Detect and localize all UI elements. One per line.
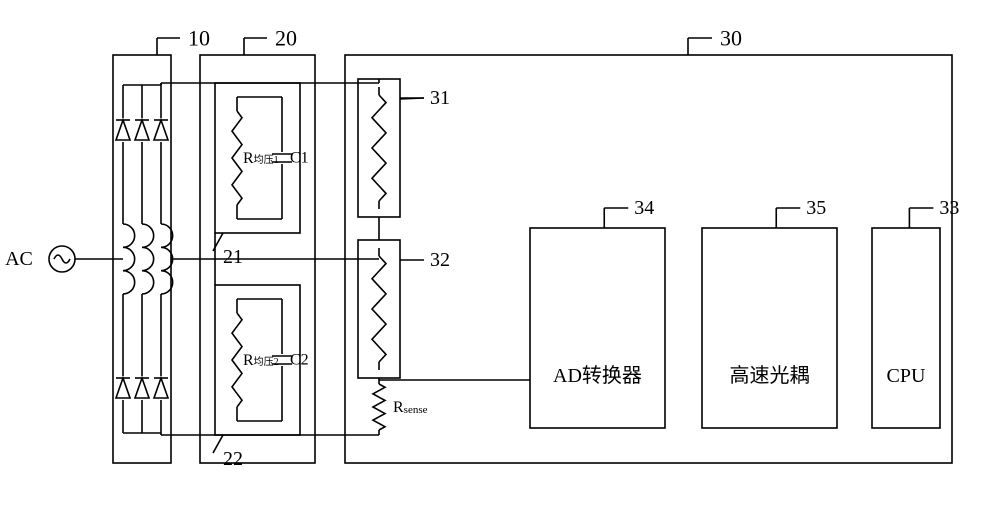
cpu-block-label: CPU (887, 365, 926, 387)
cap-unit-1-c-label: C1 (290, 150, 309, 167)
rsense-label: Rsense (393, 399, 428, 416)
rectifier-bridge (75, 83, 173, 433)
rectifier-block-id: 10 (188, 26, 210, 51)
cap-unit-2-id: 22 (223, 448, 243, 470)
cap-unit-1-r-label: R均压1 (243, 150, 279, 167)
ac-label: AC (5, 248, 33, 270)
ac-source: AC (5, 246, 75, 272)
cap-unit-2-r-label: R均压2 (243, 352, 279, 369)
cpu-block: CPU 33 (872, 197, 959, 428)
optocoupler-block-id: 35 (806, 197, 826, 219)
cap-unit-1: R均压1 C1 21 (213, 83, 309, 268)
divider-2-id: 32 (430, 249, 450, 271)
ad-converter-block-id: 34 (634, 197, 654, 219)
capacitor-bank-block-id: 20 (275, 26, 297, 51)
ad-converter-block-label: AD转换器 (553, 364, 642, 387)
optocoupler-block: 高速光耦 35 (702, 197, 837, 428)
cpu-block-id: 33 (939, 197, 959, 219)
cap-unit-2-c-label: C2 (290, 352, 309, 369)
optocoupler-block-label: 高速光耦 (730, 364, 810, 387)
cap-unit-2: R均压2 C2 22 (213, 285, 309, 470)
voltage-divider: 31 32 Rsense (358, 79, 450, 430)
divider-1-id: 31 (430, 87, 450, 109)
cap-unit-1-id: 21 (223, 246, 243, 268)
detector-block-id: 30 (720, 26, 742, 51)
ad-converter-block: AD转换器 34 (530, 197, 665, 428)
